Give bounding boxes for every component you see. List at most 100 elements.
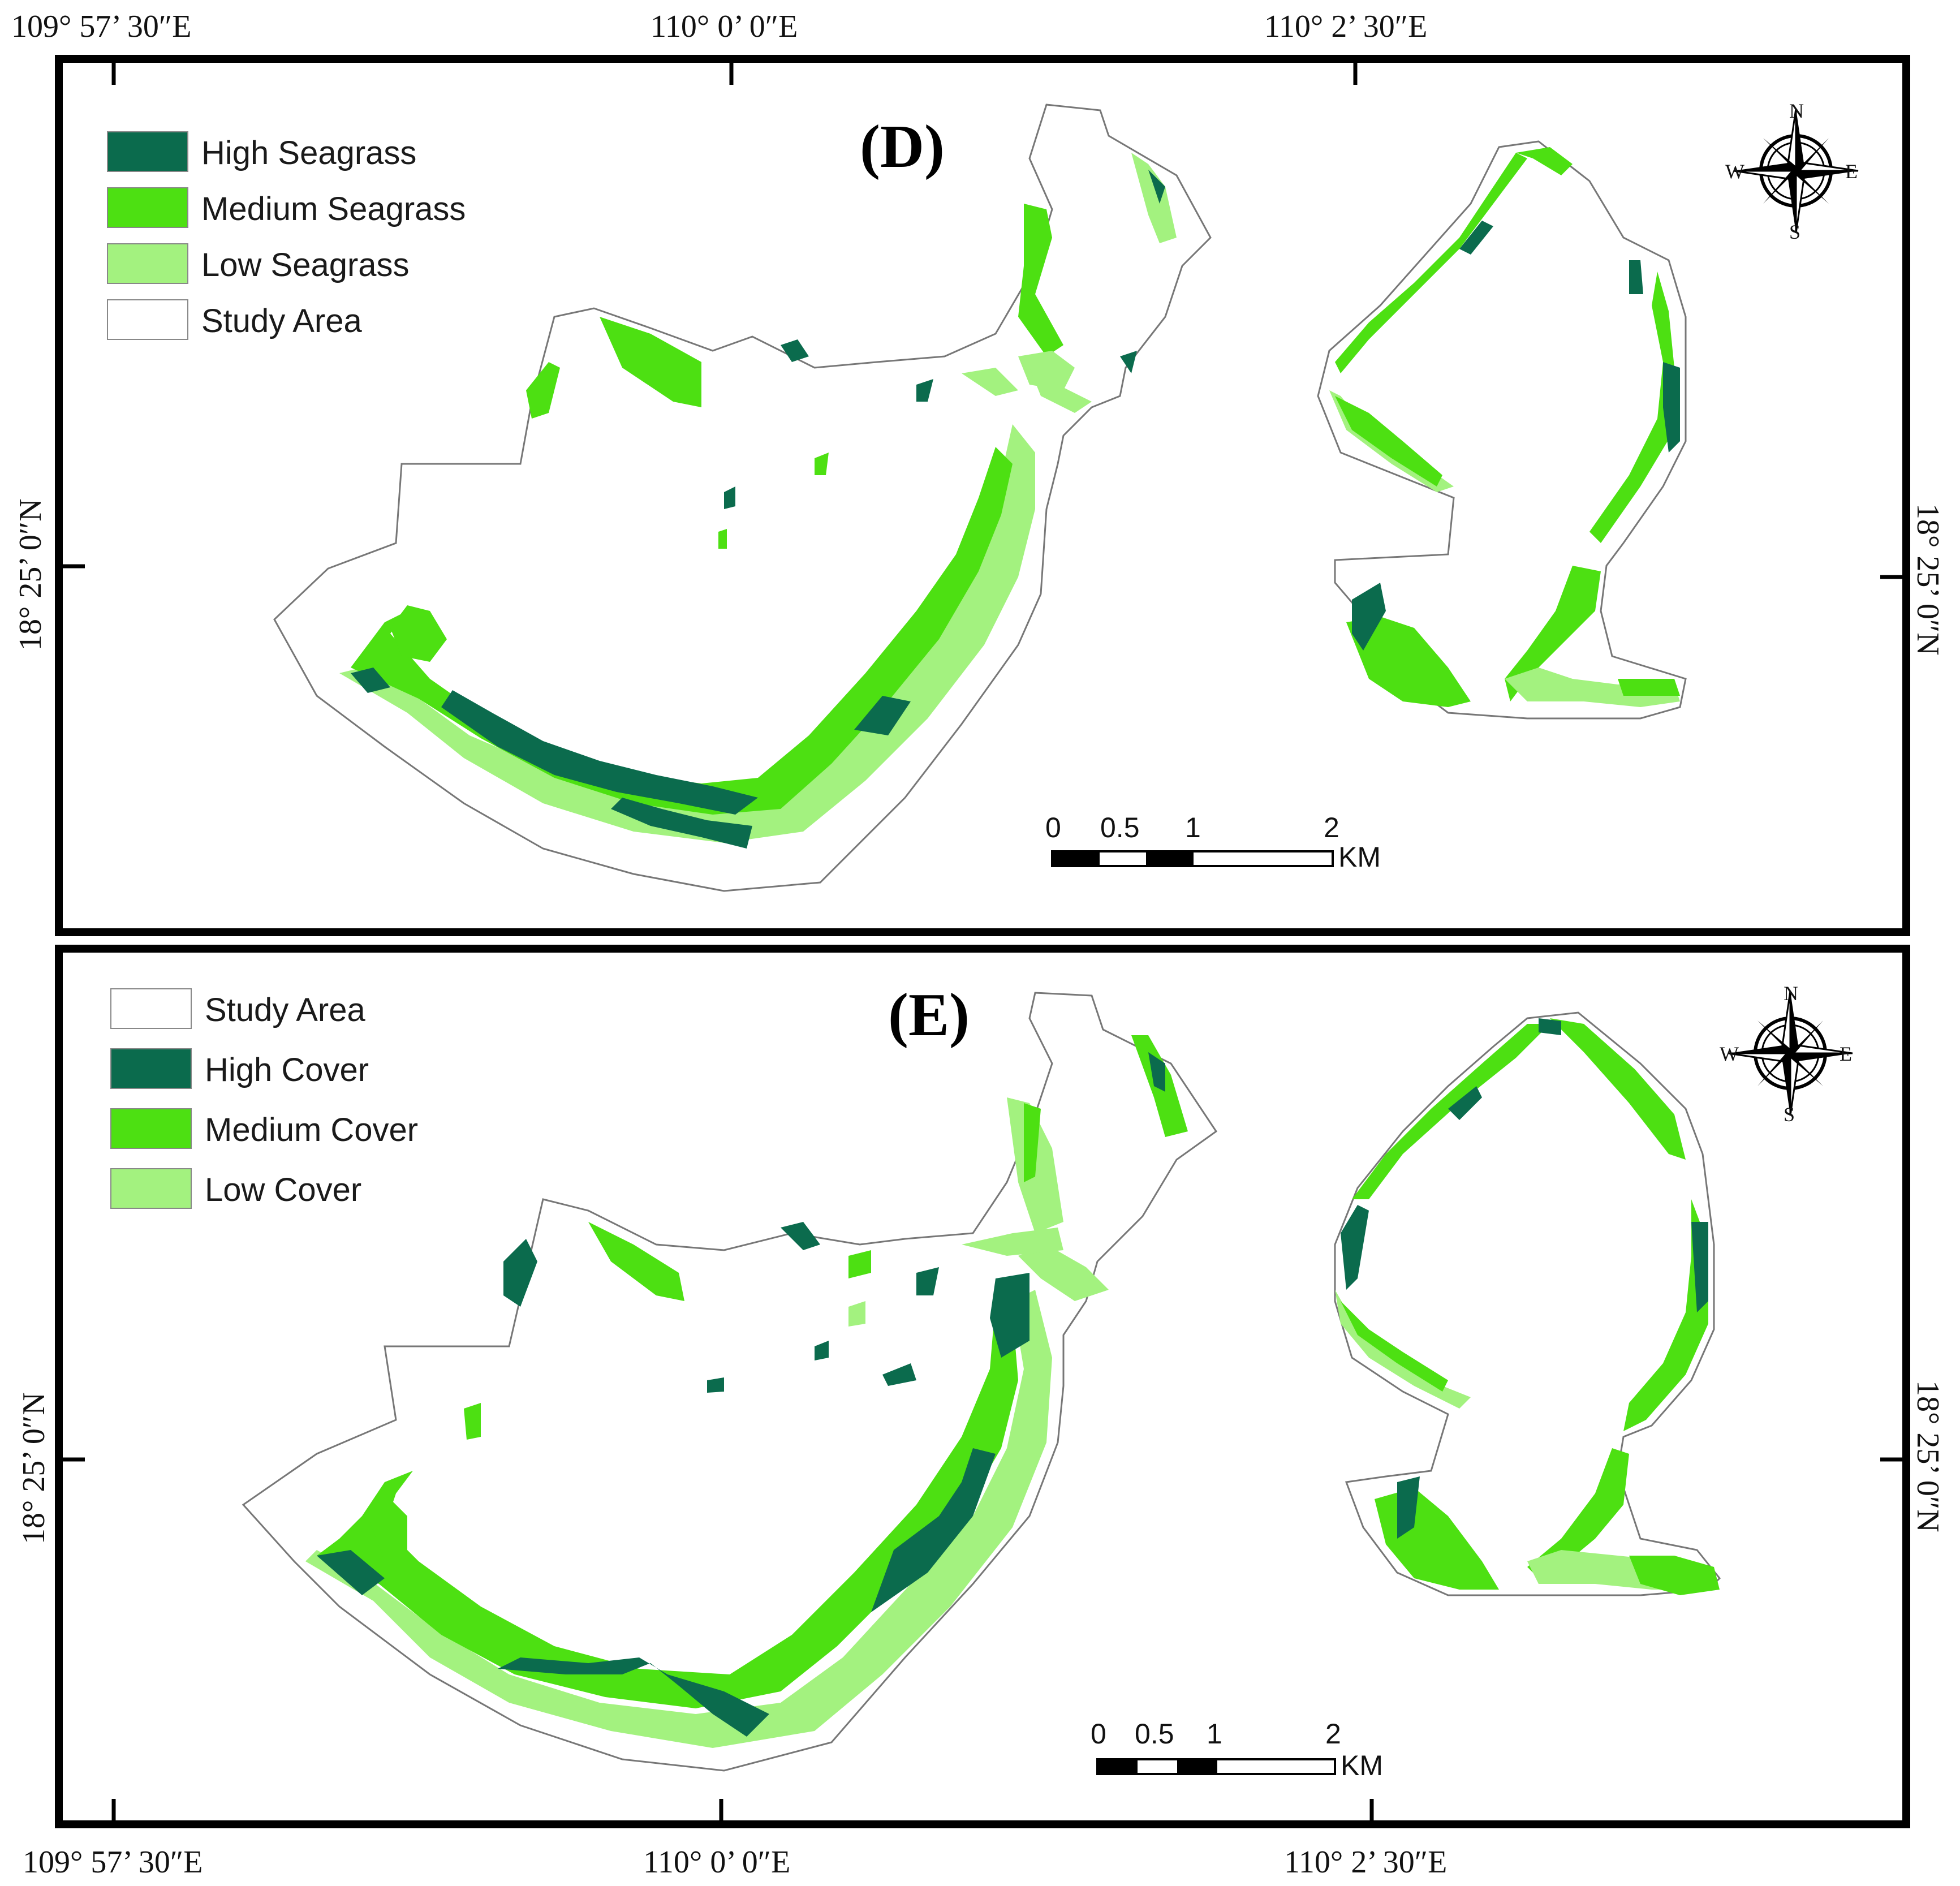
panel-d-east-high-sw [1352,583,1386,651]
panel-e-east-high-sw [1397,1476,1420,1539]
panel-e-north-patch-10 [848,1250,871,1278]
scale-unit-e: KM [1341,1750,1383,1781]
panel-e-east-high-ne [1539,1018,1561,1035]
panel-d-north-patch-10 [916,379,933,402]
panel-e-north-patch-9 [781,1222,820,1250]
panel-e-east-medium-tail [1629,1556,1720,1595]
panel-d-east-medium-nw [1335,153,1527,373]
panel-d-scalebar: 0 0.5 1 2 KM [1045,812,1381,873]
panel-e-north-patch-5 [1018,1245,1109,1301]
panel-e-east-medium-se [1527,1448,1629,1578]
scale-tick-2: 2 [1324,812,1339,843]
top-coordinates: 109° 57’ 30″E 110° 0’ 0″E 110° 2’ 30″E [11,9,1427,44]
panel-e-north-patch-4 [1024,1103,1041,1182]
panel-e-north-patch-2 [503,1239,537,1307]
compass-w-e: W [1720,1043,1739,1065]
panel-e-east-low-west [1335,1290,1471,1409]
panel-e-east-high-west [1341,1205,1369,1290]
legend-swatch-low-cover [110,1168,192,1209]
legend-label-low-seagrass: Low Seagrass [201,247,410,283]
scale-tick-1: 1 [1185,812,1201,843]
panel-e-medium-cover-arc [317,1301,1018,1708]
scale-tick-1-e: 1 [1207,1718,1222,1750]
panel-e-high-cover-sw [317,1550,385,1595]
panel-e-low-cover-arc [305,1290,1052,1748]
legend-label-medium-cover: Medium Cover [205,1112,418,1148]
panel-e-north-patch-15 [815,1341,829,1360]
legend-swatch-medium-seagrass [107,187,188,228]
panel-e-high-cover-arc [498,1657,769,1737]
panel-e-north-patch-14 [464,1403,481,1440]
panel-e-east-medium-ne [1550,1018,1686,1160]
compass-e-e: E [1840,1043,1852,1065]
compass-n-e: N [1784,982,1798,1005]
legend-swatch-high-cover [110,1048,192,1089]
legend-swatch-study-area [107,299,188,340]
panel-e-east-high-east [1691,1222,1708,1312]
scale-tick-0-e: 0 [1091,1718,1106,1750]
panel-e-east-island-outline [1334,1011,1721,1596]
panel-d-north-patch-9 [526,362,560,419]
panel-d-east-high-ne [1629,260,1643,294]
compass-s-e: S [1784,1103,1795,1126]
panel-d-label: (D) [860,113,945,180]
legend-label-high-cover: High Cover [205,1052,369,1088]
legend-label-medium-seagrass: Medium Seagrass [201,191,466,227]
panel-d-east-low-se [1505,668,1680,707]
scale-tick-05-e: 0.5 [1135,1718,1174,1750]
panel-d-legend: High Seagrass Medium Seagrass Low Seagra… [107,131,466,340]
panel-d-east-medium-east [1589,272,1674,543]
coord-bottom-2: 110° 0’ 0″E [643,1845,790,1880]
lat-left-d: 18° 25’ 0″N [13,498,48,651]
panel-e-east-medium-west [1341,1301,1448,1392]
panel-d-north-patch-7 [1148,170,1165,204]
latitude-labels: 18° 25’ 0″N 18° 25’ 0″N 18° 25’ 0″N 18° … [13,498,1945,1544]
panel-e-north-patch-16 [848,1301,865,1327]
compass-s: S [1789,221,1800,243]
panel-e-north-patch-1 [588,1222,684,1301]
lat-right-e: 18° 25’ 0″N [1910,1380,1945,1532]
panel-e-medium-cover-sw [368,1499,407,1561]
panel-e-north-patch-12 [882,1363,916,1386]
panel-e-scalebar: 0 0.5 1 2 KM [1091,1718,1383,1781]
panel-d-main-island-outline [273,104,1212,892]
coord-bottom-1: 109° 57’ 30″E [23,1845,203,1880]
panel-e-label: (E) [888,981,970,1049]
legend-label-study-area-e: Study Area [205,992,365,1028]
panel-d-high-seagrass-sw [351,668,390,693]
panel-d-east-medium-sw [1346,617,1471,707]
panel-d-north-patch-11 [724,486,735,509]
panel-e-high-cover-east [871,1448,996,1612]
panel-d-medium-seagrass-sw [390,605,447,662]
panel-d-north-patch-12 [718,529,727,549]
panel-e-east-medium-nw [1352,1024,1550,1199]
panel-e-compass: N S E W [1720,982,1853,1126]
panel-e-north-patch-11 [916,1267,939,1295]
panel-d-north-patch-14 [781,339,809,362]
panel-d-east-medium-west [1335,396,1442,486]
panel-e-east-high-nw [1448,1086,1482,1120]
coord-bottom-3: 110° 2’ 30″E [1284,1845,1447,1880]
bottom-coordinates: 109° 57’ 30″E 110° 0’ 0″E 110° 2’ 30″E [23,1845,1447,1880]
scale-tick-2-e: 2 [1325,1718,1341,1750]
panel-d-north-patch-8 [1120,351,1137,373]
legend-swatch-high-seagrass [107,131,188,172]
panel-e-north-patch-17 [990,1273,1029,1358]
panel-d-east-medium-south [1618,679,1680,696]
panel-d-high-seagrass-arc [441,690,758,815]
panel-d-top-ticks [59,59,1906,579]
panel-d-north-patch-1 [600,317,701,407]
panel-e: Study Area High Cover Medium Cover Low C… [55,945,1910,1828]
coord-top-1: 109° 57’ 30″E [11,9,191,44]
compass-n: N [1789,100,1804,122]
panel-e-legend: Study Area High Cover Medium Cover Low C… [110,988,418,1209]
legend-label-study-area: Study Area [201,303,362,339]
panel-d-north-patch-5 [1029,368,1092,413]
lat-left-e: 18° 25’ 0″N [16,1392,51,1544]
panel-d-east-medium-se [1505,566,1601,701]
panel-d-high-seagrass-south [611,798,752,849]
panel-d-low-seagrass-arc [339,424,1035,843]
panel-d-north-patch-3 [1018,351,1075,390]
legend-label-low-cover: Low Cover [205,1172,361,1208]
